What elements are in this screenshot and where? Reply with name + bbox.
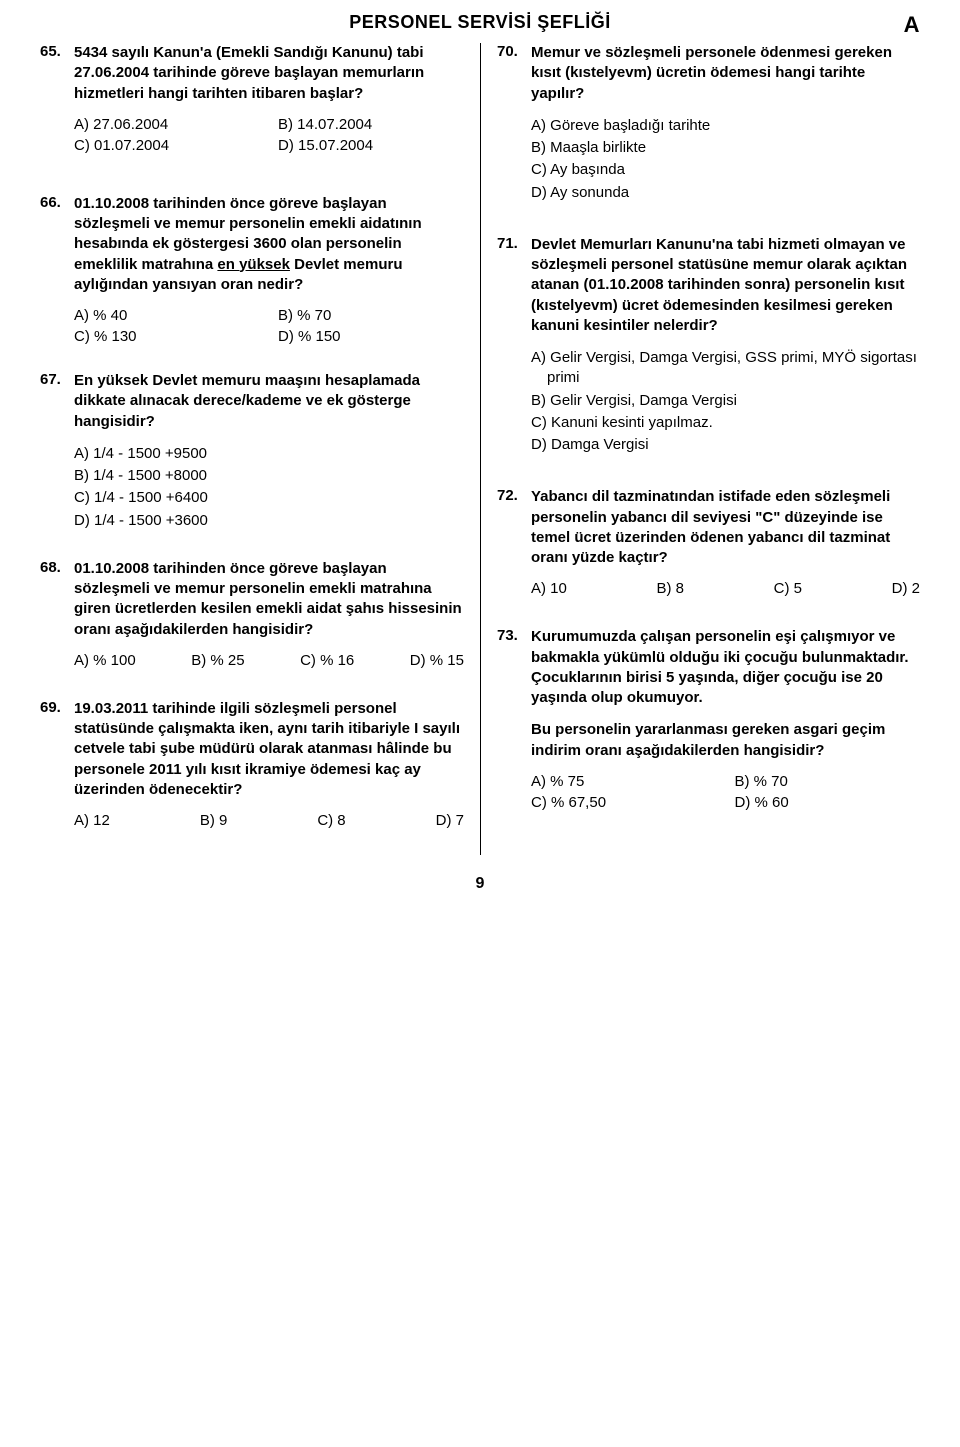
question-number: 71. xyxy=(497,235,531,458)
question-body: 5434 sayılı Kanun'a (Emekli Sandığı Kanu… xyxy=(74,43,464,154)
question-number: 65. xyxy=(40,43,74,154)
question-stem-follow: Bu personelin yararlanması gereken asgar… xyxy=(531,720,920,761)
option-b: B) % 70 xyxy=(278,307,464,324)
question-number: 68. xyxy=(40,559,74,669)
right-column: 70. Memur ve sözleşmeli personele ödenme… xyxy=(480,43,920,855)
question-65: 65. 5434 sayılı Kanun'a (Emekli Sandığı … xyxy=(40,43,464,154)
options: A) % 40 B) % 70 C) % 130 D) % 150 xyxy=(74,307,464,345)
option-a: A) 10 xyxy=(531,580,567,597)
option-b: B) Gelir Vergisi, Damga Vergisi xyxy=(531,391,920,411)
option-a: A) Göreve başladığı tarihte xyxy=(531,116,920,136)
option-a: A) 12 xyxy=(74,812,110,829)
option-b: B) % 70 xyxy=(735,773,921,790)
question-71: 71. Devlet Memurları Kanunu'na tabi hizm… xyxy=(497,235,920,458)
option-b: B) 14.07.2004 xyxy=(278,116,464,133)
question-72: 72. Yabancı dil tazminatından istifade e… xyxy=(497,487,920,597)
question-number: 69. xyxy=(40,699,74,829)
question-stem: 01.10.2008 tarihinden önce göreve başlay… xyxy=(74,194,464,295)
question-number: 66. xyxy=(40,194,74,345)
question-stem: Devlet Memurları Kanunu'na tabi hizmeti … xyxy=(531,235,920,336)
question-number: 72. xyxy=(497,487,531,597)
question-body: 01.10.2008 tarihinden önce göreve başlay… xyxy=(74,194,464,345)
exam-page: PERSONEL SERVİSİ ŞEFLİĞİ A 65. 5434 sayı… xyxy=(0,0,960,913)
question-body: Memur ve sözleşmeli personele ödenmesi g… xyxy=(531,43,920,205)
question-body: Yabancı dil tazminatından istifade eden … xyxy=(531,487,920,597)
question-body: Kurumumuzda çalışan personelin eşi çalış… xyxy=(531,627,920,811)
option-c: C) 8 xyxy=(317,812,345,829)
option-c: C) 1/4 - 1500 +6400 xyxy=(74,488,464,508)
option-c: C) Kanuni kesinti yapılmaz. xyxy=(531,413,920,433)
option-a: A) 1/4 - 1500 +9500 xyxy=(74,444,464,464)
option-d: D) 15.07.2004 xyxy=(278,137,464,154)
option-a: A) Gelir Vergisi, Damga Vergisi, GSS pri… xyxy=(531,348,920,389)
question-68: 68. 01.10.2008 tarihinden önce göreve ba… xyxy=(40,559,464,669)
option-c: C) 01.07.2004 xyxy=(74,137,260,154)
question-stem: Kurumumuzda çalışan personelin eşi çalış… xyxy=(531,627,920,708)
question-66: 66. 01.10.2008 tarihinden önce göreve ba… xyxy=(40,194,464,345)
option-a: A) % 40 xyxy=(74,307,260,324)
question-number: 70. xyxy=(497,43,531,205)
options: A) 27.06.2004 B) 14.07.2004 C) 01.07.200… xyxy=(74,116,464,154)
question-stem: En yüksek Devlet memuru maaşını hesaplam… xyxy=(74,371,464,432)
question-body: 01.10.2008 tarihinden önce göreve başlay… xyxy=(74,559,464,669)
option-d: D) Ay sonunda xyxy=(531,183,920,203)
question-69: 69. 19.03.2011 tarihinde ilgili sözleşme… xyxy=(40,699,464,829)
question-stem: Memur ve sözleşmeli personele ödenmesi g… xyxy=(531,43,920,104)
option-c: C) % 16 xyxy=(300,652,354,669)
option-b: B) 8 xyxy=(657,580,685,597)
columns: 65. 5434 sayılı Kanun'a (Emekli Sandığı … xyxy=(40,43,920,855)
option-a: A) 27.06.2004 xyxy=(74,116,260,133)
option-d: D) Damga Vergisi xyxy=(531,435,920,455)
page-header: PERSONEL SERVİSİ ŞEFLİĞİ A xyxy=(40,12,920,33)
option-b: B) Maaşla birlikte xyxy=(531,138,920,158)
option-d: D) % 150 xyxy=(278,328,464,345)
question-stem: 5434 sayılı Kanun'a (Emekli Sandığı Kanu… xyxy=(74,43,464,104)
question-body: En yüksek Devlet memuru maaşını hesaplam… xyxy=(74,371,464,533)
left-column: 65. 5434 sayılı Kanun'a (Emekli Sandığı … xyxy=(40,43,480,855)
option-a: A) % 100 xyxy=(74,652,136,669)
question-67: 67. En yüksek Devlet memuru maaşını hesa… xyxy=(40,371,464,533)
question-stem: 01.10.2008 tarihinden önce göreve başlay… xyxy=(74,559,464,640)
question-70: 70. Memur ve sözleşmeli personele ödenme… xyxy=(497,43,920,205)
question-stem: 19.03.2011 tarihinde ilgili sözleşmeli p… xyxy=(74,699,464,800)
option-d: D) % 15 xyxy=(410,652,464,669)
option-d: D) 2 xyxy=(892,580,920,597)
option-c: C) % 67,50 xyxy=(531,794,717,811)
option-d: D) 1/4 - 1500 +3600 xyxy=(74,511,464,531)
option-c: C) Ay başında xyxy=(531,160,920,180)
option-c: C) % 130 xyxy=(74,328,260,345)
options: A) 1/4 - 1500 +9500 B) 1/4 - 1500 +8000 … xyxy=(74,444,464,531)
page-number: 9 xyxy=(40,875,920,893)
options: A) % 75 B) % 70 C) % 67,50 D) % 60 xyxy=(531,773,920,811)
options: A) Gelir Vergisi, Damga Vergisi, GSS pri… xyxy=(531,348,920,455)
option-c: C) 5 xyxy=(774,580,802,597)
question-number: 67. xyxy=(40,371,74,533)
option-b: B) % 25 xyxy=(191,652,244,669)
question-73: 73. Kurumumuzda çalışan personelin eşi ç… xyxy=(497,627,920,811)
question-number: 73. xyxy=(497,627,531,811)
option-b: B) 9 xyxy=(200,812,228,829)
options: A) 12 B) 9 C) 8 D) 7 xyxy=(74,812,464,829)
options: A) % 100 B) % 25 C) % 16 D) % 15 xyxy=(74,652,464,669)
question-body: 19.03.2011 tarihinde ilgili sözleşmeli p… xyxy=(74,699,464,829)
question-body: Devlet Memurları Kanunu'na tabi hizmeti … xyxy=(531,235,920,458)
header-title: PERSONEL SERVİSİ ŞEFLİĞİ xyxy=(349,12,610,32)
options: A) Göreve başladığı tarihte B) Maaşla bi… xyxy=(531,116,920,203)
option-d: D) % 60 xyxy=(735,794,921,811)
question-stem: Yabancı dil tazminatından istifade eden … xyxy=(531,487,920,568)
options: A) 10 B) 8 C) 5 D) 2 xyxy=(531,580,920,597)
option-d: D) 7 xyxy=(436,812,464,829)
booklet-letter: A xyxy=(904,12,920,38)
option-a: A) % 75 xyxy=(531,773,717,790)
option-b: B) 1/4 - 1500 +8000 xyxy=(74,466,464,486)
